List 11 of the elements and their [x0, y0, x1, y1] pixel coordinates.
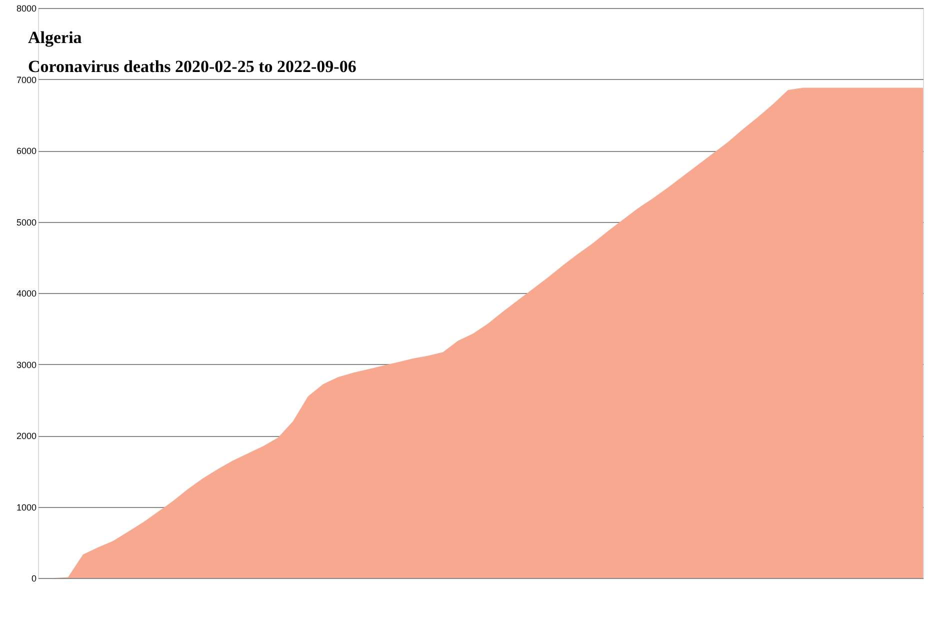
y-tick-label: 7000: [16, 74, 36, 85]
y-tick-label: 3000: [16, 360, 36, 370]
text: Algeria: [28, 28, 82, 47]
y-tick-label: 0: [31, 574, 36, 584]
y-tick-label: 5000: [16, 217, 36, 228]
y-tick-label: 6000: [16, 146, 36, 156]
y-tick-label: 8000: [16, 4, 36, 14]
text: Coronavirus deaths 2020-02-25 to 2022-09-06: [28, 57, 356, 76]
y-tick-label: 4000: [16, 288, 36, 298]
y-tick-label: 1000: [16, 502, 36, 512]
y-tick-label: 2000: [16, 431, 36, 441]
